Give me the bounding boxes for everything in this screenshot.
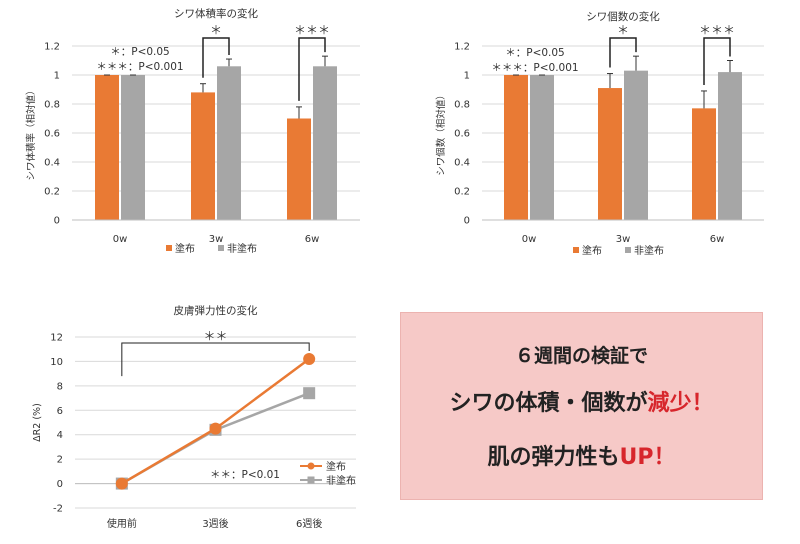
legend-swatch-volume-1 <box>218 245 224 251</box>
significance-label-count-6w: ＊＊＊ <box>699 23 735 37</box>
legend-label-count-0: 塗布 <box>582 244 602 257</box>
ytick-label-elasticity-6: 10 <box>50 357 63 368</box>
callout-line-2-text: シワの体積・個数が <box>449 391 648 416</box>
significance-note-elasticity-0: ＊＊：P<0.01 <box>210 469 280 481</box>
x-category-label-count-2: 6w <box>710 234 725 245</box>
legend-label-count-1: 非塗布 <box>634 244 664 257</box>
ytick-label-elasticity-7: 12 <box>50 333 63 344</box>
ytick-label-volume-5: 1 <box>54 71 60 82</box>
bar-volume-非塗布-0w <box>121 75 145 220</box>
chart-title-volume: シワ体積率の変化 <box>174 7 258 20</box>
ytick-label-volume-6: 1.2 <box>44 42 60 53</box>
ytick-label-count-5: 1 <box>464 71 470 82</box>
bar-count-塗布-6w <box>692 108 716 220</box>
ytick-label-elasticity-5: 8 <box>57 381 63 392</box>
point-elasticity-塗布-3週後 <box>209 422 222 435</box>
significance-note-volume-0: ＊：P<0.05 <box>110 46 170 58</box>
ytick-label-volume-3: 0.6 <box>44 129 60 140</box>
legend-marker-elasticity-1 <box>307 476 315 484</box>
significance-note-volume-1: ＊＊＊：P<0.001 <box>96 61 183 73</box>
point-elasticity-非塗布-6週後 <box>303 387 316 400</box>
bar-volume-非塗布-3w <box>217 66 241 220</box>
significance-label-count-3w: ＊ <box>617 23 629 37</box>
x-category-label-count-1: 3w <box>616 234 631 245</box>
x-category-label-elasticity-1: 3週後 <box>202 517 228 530</box>
bar-count-非塗布-0w <box>530 75 554 220</box>
callout-line-2: シワの体積・個数が減少！ <box>401 385 762 417</box>
bar-count-塗布-0w <box>504 75 528 220</box>
ytick-label-elasticity-0: -2 <box>53 504 63 515</box>
ytick-label-volume-0: 0 <box>54 216 60 227</box>
ytick-label-count-3: 0.6 <box>454 129 470 140</box>
ytick-label-volume-2: 0.4 <box>44 158 60 169</box>
ytick-label-elasticity-3: 4 <box>57 430 63 441</box>
callout-line-1: ６週間の検証で <box>514 345 648 367</box>
significance-note-count-0: ＊：P<0.05 <box>505 47 565 59</box>
significance-bracket-volume-6w <box>298 37 326 101</box>
significance-bracket-count-6w <box>703 37 731 85</box>
bar-count-非塗布-6w <box>718 72 742 220</box>
callout-highlight-up: UP！ <box>619 445 676 470</box>
ytick-label-count-4: 0.8 <box>454 100 470 111</box>
chart-title-count: シワ個数の変化 <box>586 10 660 23</box>
summary-callout: ６週間の検証で シワの体積・個数が減少！ 肌の弾力性もUP！ <box>400 312 763 500</box>
ytick-label-count-2: 0.4 <box>454 158 470 169</box>
legend-swatch-count-1 <box>625 247 631 253</box>
ytick-label-elasticity-1: 0 <box>57 479 63 490</box>
legend-label-elasticity-0: 塗布 <box>326 460 346 473</box>
y-axis-label-count: シワ個数（相対値） <box>435 90 447 176</box>
significance-label-volume-6w: ＊＊＊ <box>294 23 330 37</box>
x-category-label-elasticity-0: 使用前 <box>107 517 137 530</box>
bar-volume-塗布-3w <box>191 92 215 220</box>
ytick-label-count-6: 1.2 <box>454 42 470 53</box>
callout-line-3: 肌の弾力性もUP！ <box>401 439 762 471</box>
significance-bracket-elasticity <box>121 342 310 377</box>
y-axis-label-elasticity: ΔR2 (%) <box>32 403 43 442</box>
significance-note-count-1: ＊＊＊：P<0.001 <box>491 62 578 74</box>
x-category-label-volume-0: 0w <box>113 234 128 245</box>
ytick-label-count-1: 0.2 <box>454 187 470 198</box>
series-line-elasticity-塗布 <box>121 357 310 485</box>
legend-label-volume-1: 非塗布 <box>227 242 257 255</box>
significance-label-elasticity: ＊＊ <box>203 329 227 343</box>
significance-label-volume-3w: ＊ <box>210 23 222 37</box>
x-category-label-volume-1: 3w <box>209 234 224 245</box>
ytick-label-volume-4: 0.8 <box>44 100 60 111</box>
bar-count-非塗布-3w <box>624 70 648 221</box>
chart-title-elasticity: 皮膚弾力性の変化 <box>174 304 258 317</box>
legend-swatch-count-0 <box>573 247 579 253</box>
x-category-label-count-0: 0w <box>522 234 537 245</box>
bar-count-塗布-3w <box>598 88 622 220</box>
bar-volume-塗布-6w <box>287 118 311 220</box>
ytick-label-count-0: 0 <box>464 216 470 227</box>
x-category-label-volume-2: 6w <box>305 234 320 245</box>
legend-label-elasticity-1: 非塗布 <box>326 474 356 487</box>
point-elasticity-塗布-使用前 <box>115 477 128 490</box>
point-elasticity-塗布-6週後 <box>303 352 316 365</box>
x-category-label-elasticity-2: 6週後 <box>296 517 322 530</box>
callout-line-3-text: 肌の弾力性も <box>487 445 620 470</box>
ytick-label-elasticity-4: 6 <box>57 406 63 417</box>
callout-highlight-decrease: 減少！ <box>647 391 714 416</box>
bar-volume-非塗布-6w <box>313 66 337 220</box>
significance-bracket-count-3w <box>609 37 637 68</box>
legend-swatch-volume-0 <box>166 245 172 251</box>
ytick-label-elasticity-2: 2 <box>57 455 63 466</box>
legend-marker-elasticity-0 <box>307 462 315 470</box>
y-axis-label-volume: シワ体積率（相対値） <box>25 85 37 180</box>
significance-bracket-volume-3w <box>202 37 230 78</box>
legend-label-volume-0: 塗布 <box>175 242 195 255</box>
ytick-label-volume-1: 0.2 <box>44 187 60 198</box>
bar-volume-塗布-0w <box>95 75 119 220</box>
